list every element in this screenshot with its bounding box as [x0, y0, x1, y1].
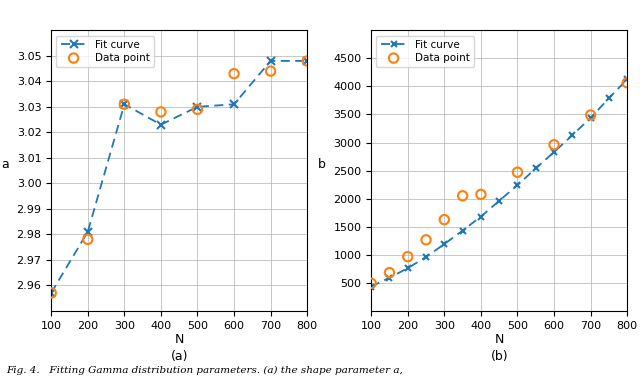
X-axis label: N: N — [175, 333, 184, 346]
Fit curve — [303, 59, 311, 63]
Fit curve — [194, 105, 202, 109]
Fit curve — [84, 229, 92, 234]
Data point — [46, 290, 56, 296]
Fit curve — [157, 122, 164, 127]
Y-axis label: a: a — [1, 158, 9, 171]
Fit curve — [440, 242, 448, 246]
Data point — [458, 193, 468, 199]
Fit curve — [477, 214, 484, 219]
Fit curve — [386, 276, 394, 280]
Fit curve — [459, 228, 467, 233]
Data point — [266, 68, 276, 74]
Fit curve — [568, 133, 576, 138]
Text: Fig. 4.   Fitting Gamma distribution parameters. (a) the shape parameter a,: Fig. 4. Fitting Gamma distribution param… — [6, 366, 403, 375]
Fit curve — [120, 102, 128, 106]
Line: Fit curve: Fit curve — [47, 57, 312, 297]
Fit curve — [230, 102, 238, 106]
Line: Fit curve: Fit curve — [368, 76, 630, 290]
Fit curve — [514, 183, 522, 187]
Fit curve — [422, 255, 430, 259]
Fit curve — [267, 59, 275, 63]
Fit curve — [605, 96, 612, 100]
Text: (a): (a) — [170, 350, 188, 363]
Fit curve — [367, 284, 375, 289]
Fit curve — [623, 77, 631, 81]
Fit curve — [495, 199, 503, 203]
Data point — [229, 70, 239, 77]
X-axis label: N: N — [495, 333, 504, 346]
Y-axis label: b: b — [318, 158, 326, 171]
Data point — [421, 237, 431, 243]
Data point — [439, 217, 449, 223]
Data point — [403, 254, 413, 260]
Data point — [156, 109, 166, 115]
Data point — [549, 142, 559, 148]
Legend: Fit curve, Data point: Fit curve, Data point — [56, 36, 154, 67]
Data point — [366, 280, 376, 286]
Data point — [513, 169, 523, 175]
Fit curve — [47, 291, 55, 295]
Data point — [586, 112, 596, 118]
Data point — [83, 236, 93, 243]
Data point — [193, 106, 203, 113]
Data point — [622, 80, 632, 86]
Data point — [385, 269, 395, 276]
Fit curve — [532, 166, 540, 171]
Fit curve — [404, 266, 412, 271]
Fit curve — [587, 116, 595, 120]
Data point — [119, 101, 129, 107]
Legend: Fit curve, Data point: Fit curve, Data point — [376, 36, 474, 67]
Text: (b): (b) — [490, 350, 508, 363]
Data point — [302, 58, 312, 64]
Data point — [476, 191, 486, 197]
Fit curve — [550, 150, 558, 154]
